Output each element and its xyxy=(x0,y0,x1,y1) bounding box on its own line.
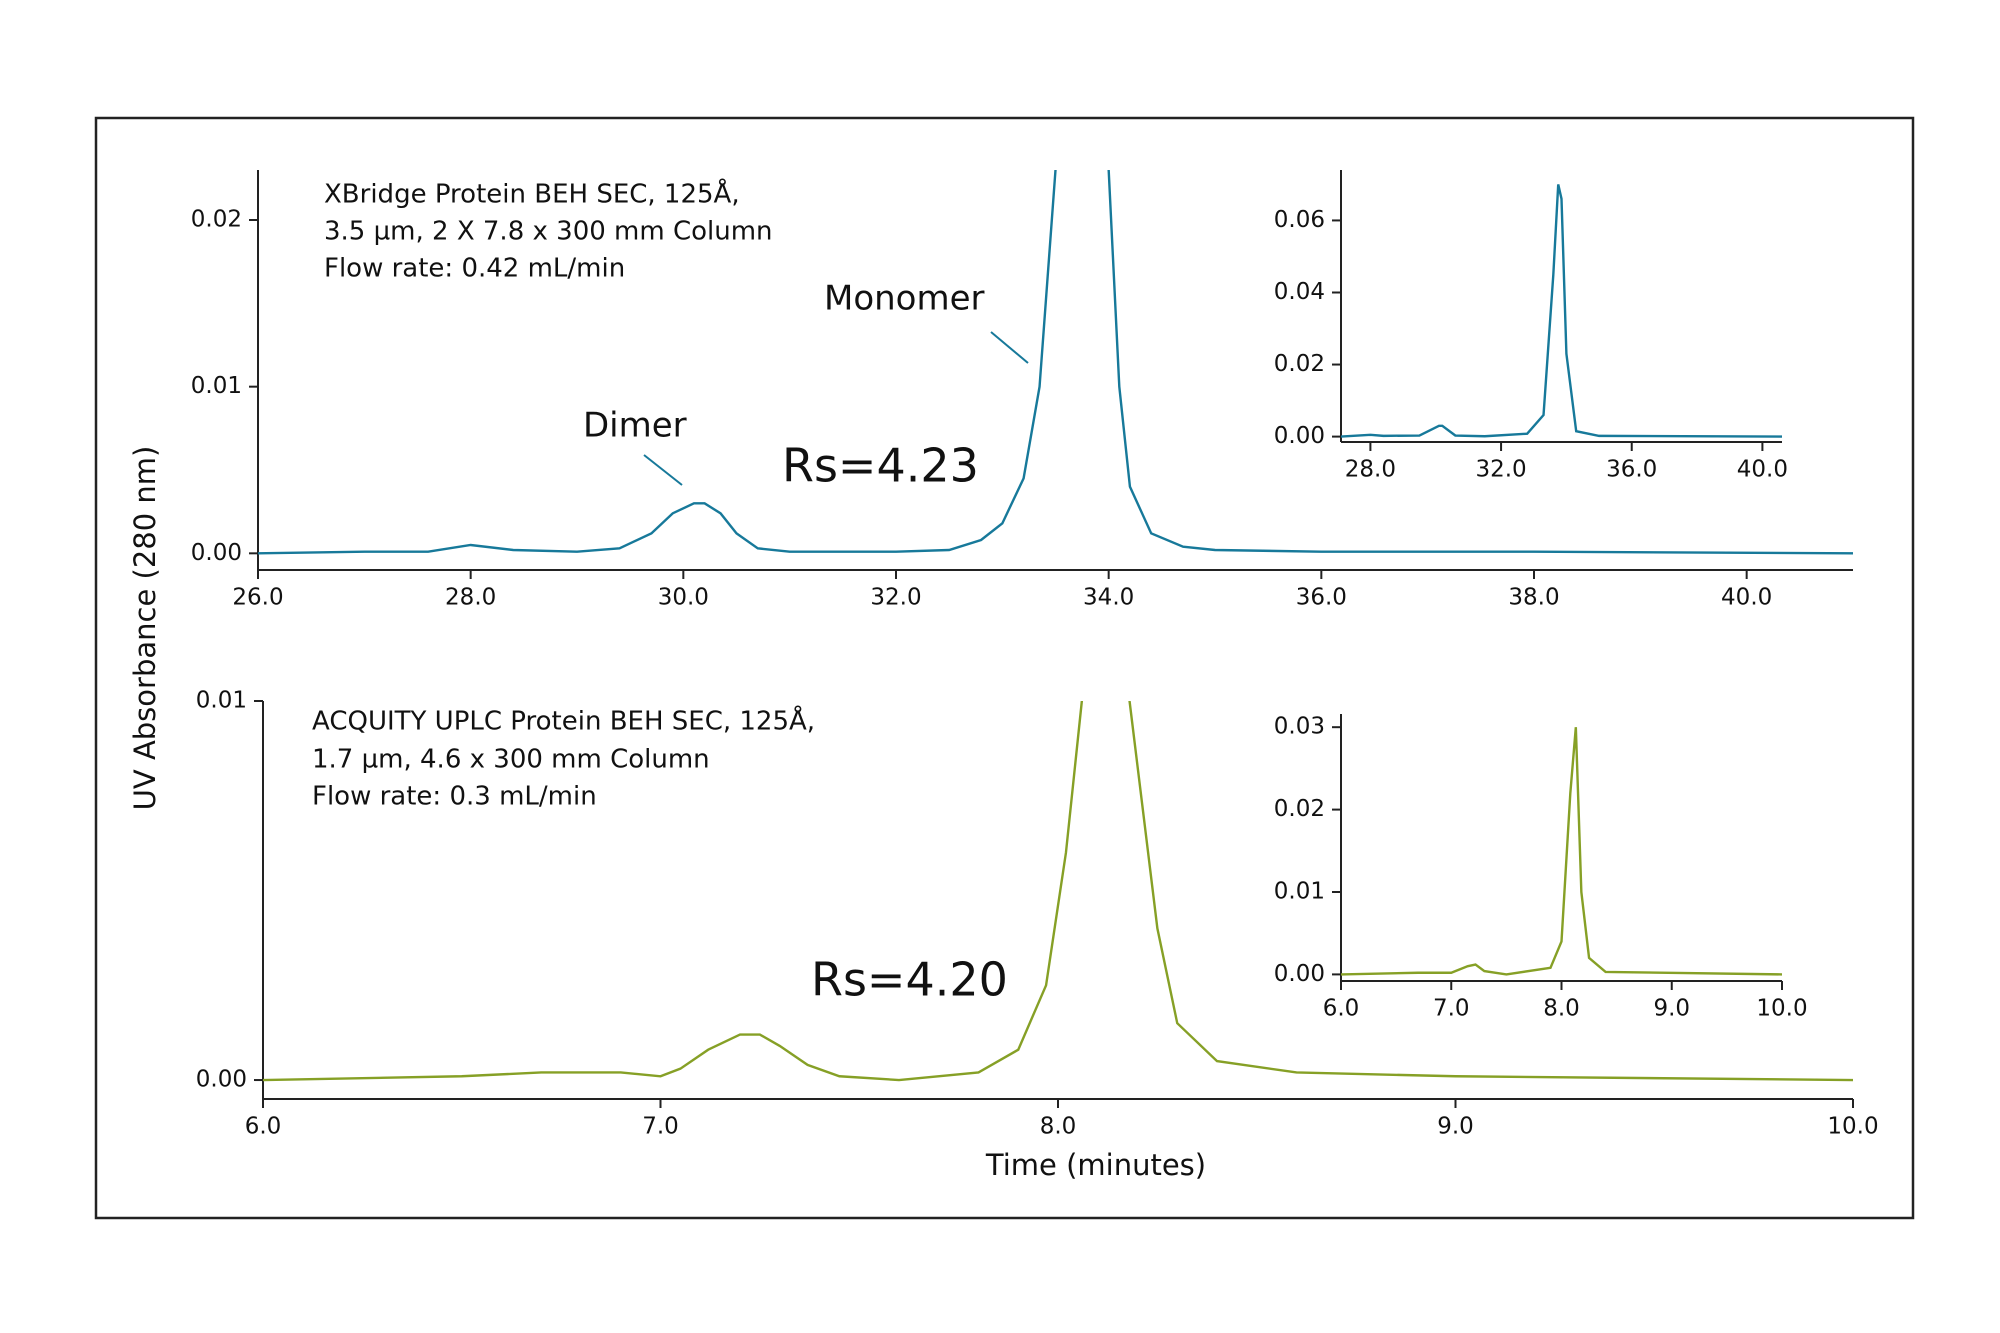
note-line: 1.7 µm, 4.6 x 300 mm Column xyxy=(312,745,710,775)
note-line: 3.5 µm, 2 X 7.8 x 300 mm Column xyxy=(324,217,773,247)
x-tick-label: 8.0 xyxy=(1543,996,1580,1022)
x-tick-label: 7.0 xyxy=(1433,996,1470,1022)
data-line xyxy=(1341,727,1782,976)
x-tick-label: 6.0 xyxy=(245,1114,282,1140)
x-tick-label: 36.0 xyxy=(1606,457,1657,483)
annotation: Dimer xyxy=(583,406,687,446)
y-tick-label: 0.02 xyxy=(1274,351,1325,377)
y-tick-label: 0.02 xyxy=(191,207,242,233)
x-tick-label: 10.0 xyxy=(1827,1114,1878,1140)
x-tick-label: 28.0 xyxy=(445,585,496,611)
x-tick-label: 9.0 xyxy=(1653,996,1690,1022)
y-tick-label: 0.01 xyxy=(196,688,247,714)
y-tick-label: 0.02 xyxy=(1274,796,1325,822)
data-line xyxy=(258,170,1853,555)
x-tick-label: 26.0 xyxy=(232,585,283,611)
frame xyxy=(94,116,1915,1220)
x-tick-label: 40.0 xyxy=(1737,457,1788,483)
x-tick-label: 30.0 xyxy=(658,585,709,611)
note-line: Flow rate: 0.42 mL/min xyxy=(324,254,625,284)
x-axis-label: Time (minutes) xyxy=(985,1148,1206,1182)
x-tick-label: 40.0 xyxy=(1721,585,1772,611)
x-tick-label: 8.0 xyxy=(1040,1114,1077,1140)
x-tick-label: 7.0 xyxy=(642,1114,679,1140)
y-tick-label: 0.04 xyxy=(1274,279,1325,305)
leader-line xyxy=(990,331,1029,364)
note-line: Flow rate: 0.3 mL/min xyxy=(312,782,597,812)
x-tick-label: 6.0 xyxy=(1323,996,1360,1022)
annotation: Rs=4.23 xyxy=(782,439,979,493)
leader-line xyxy=(643,454,683,486)
y-tick-label: 0.01 xyxy=(1274,879,1325,905)
y-tick-label: 0.00 xyxy=(1274,961,1325,987)
y-tick-label: 0.00 xyxy=(1274,423,1325,449)
y-axis-label: UV Absorbance (280 nm) xyxy=(128,446,162,811)
note-line: XBridge Protein BEH SEC, 125Å, xyxy=(324,178,740,210)
note-line: ACQUITY UPLC Protein BEH SEC, 125Å, xyxy=(312,705,815,737)
y-tick-label: 0.03 xyxy=(1274,714,1325,740)
y-tick-label: 0.06 xyxy=(1274,207,1325,233)
x-tick-label: 32.0 xyxy=(1475,457,1526,483)
x-tick-label: 28.0 xyxy=(1345,457,1396,483)
x-tick-label: 32.0 xyxy=(870,585,921,611)
x-tick-label: 9.0 xyxy=(1437,1114,1474,1140)
x-tick-label: 10.0 xyxy=(1756,996,1807,1022)
data-line xyxy=(1341,184,1782,438)
annotation: Rs=4.20 xyxy=(811,953,1008,1007)
x-tick-label: 36.0 xyxy=(1296,585,1347,611)
x-tick-label: 38.0 xyxy=(1508,585,1559,611)
y-tick-label: 0.01 xyxy=(191,373,242,399)
data-line xyxy=(263,701,1853,1082)
annotation: Monomer xyxy=(824,279,985,319)
x-tick-label: 34.0 xyxy=(1083,585,1134,611)
y-tick-label: 0.00 xyxy=(191,540,242,566)
y-tick-label: 0.00 xyxy=(196,1067,247,1093)
